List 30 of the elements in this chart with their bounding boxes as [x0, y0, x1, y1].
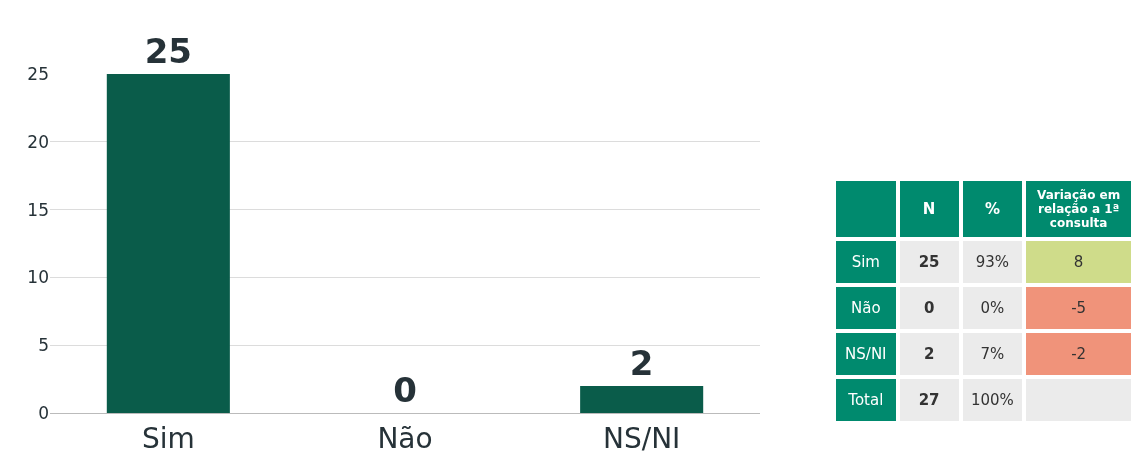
y-tick-label: 15 — [27, 199, 49, 220]
data-label: 25 — [144, 31, 192, 71]
data-label: 0 — [899, 287, 959, 329]
y-tick-label: NS/NI — [836, 333, 896, 375]
data-label: 93% — [962, 241, 1023, 283]
table-cell: 8 — [1026, 241, 1131, 283]
data-label: 2 — [899, 333, 959, 375]
x-tick-label: N — [899, 181, 959, 237]
x-tick-label: Sim — [141, 421, 195, 455]
y-tick-label: 0 — [38, 402, 49, 423]
y-tick-label: Não — [836, 287, 896, 329]
y-tick-label: 25 — [27, 63, 49, 84]
y-tick-label: 20 — [27, 131, 49, 152]
y-tick-label: Sim — [836, 241, 896, 283]
y-tick-label: Total — [836, 379, 896, 421]
x-tick-label: Não — [377, 421, 433, 455]
data-label: 0 — [393, 370, 417, 410]
x-tick-label: NS/NI — [602, 421, 681, 455]
y-tick-label: 10 — [27, 267, 49, 288]
y-tick-label: 5 — [38, 335, 49, 356]
table-cell: -2 — [1026, 333, 1131, 375]
data-label: 100% — [962, 379, 1023, 421]
x-tick-label: % — [962, 181, 1023, 237]
data-label: 25 — [899, 241, 959, 283]
data-label: 0% — [962, 287, 1023, 329]
x-tick-label: Variação em relação a 1ª consulta — [1026, 181, 1131, 237]
data-label: 27 — [899, 379, 959, 421]
table-cell: -5 — [1026, 287, 1131, 329]
data-label: 7% — [962, 333, 1023, 375]
data-label: 2 — [629, 342, 654, 383]
